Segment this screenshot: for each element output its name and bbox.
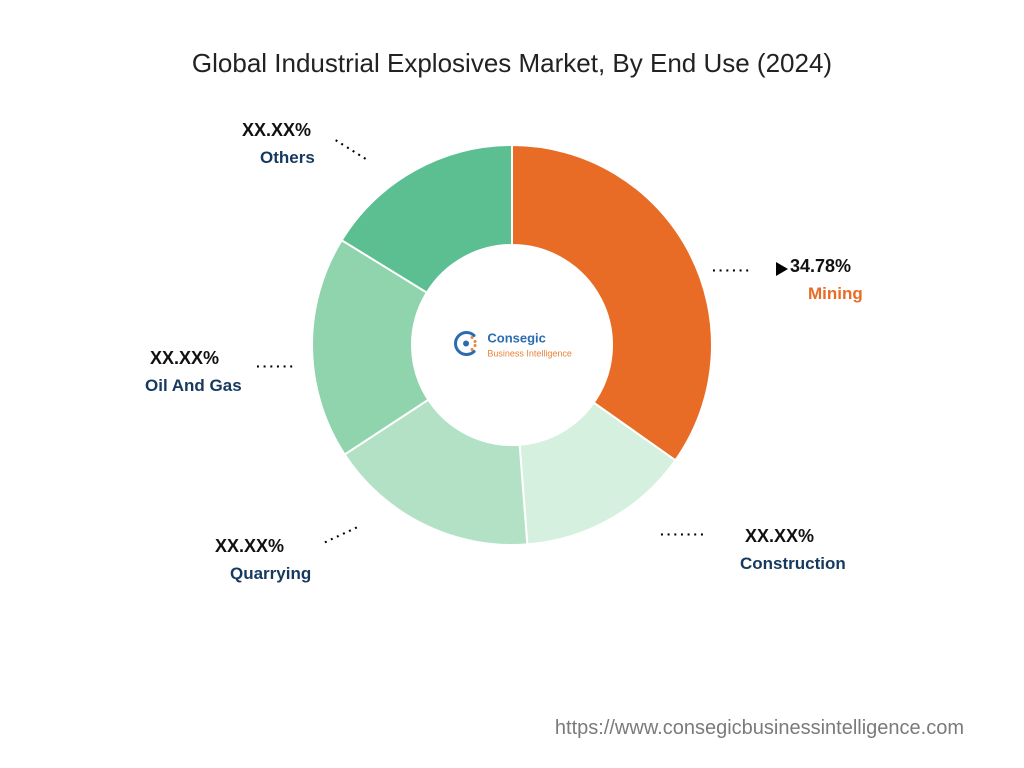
series-name: Quarrying (230, 564, 311, 584)
label-mining: 34.78% (790, 256, 851, 277)
leader-line: ······ (256, 358, 296, 374)
series-name: Construction (740, 554, 846, 574)
series-name: Others (260, 148, 315, 168)
donut-chart: Consegic Business Intelligence (312, 145, 712, 545)
arrow-icon (776, 262, 788, 276)
pct-text: XX.XX% (242, 120, 311, 141)
leader-line: ······ (712, 262, 752, 278)
pct-text: XX.XX% (215, 536, 284, 557)
series-name: Oil And Gas (145, 376, 242, 396)
series-name: Mining (808, 284, 863, 304)
pct-text: XX.XX% (745, 526, 814, 547)
logo-icon (452, 330, 480, 361)
slice-mining (512, 145, 712, 460)
logo-brand-bottom: Business Intelligence (487, 349, 572, 359)
logo-brand-top: Consegic (487, 331, 546, 346)
label-oil-and-gas: XX.XX% (150, 348, 219, 369)
label-others: XX.XX% (242, 120, 311, 141)
footer-url: https://www.consegicbusinessintelligence… (555, 717, 964, 740)
pct-text: XX.XX% (150, 348, 219, 369)
center-logo: Consegic Business Intelligence (452, 330, 572, 361)
label-construction: XX.XX% (745, 526, 814, 547)
chart-title: Global Industrial Explosives Market, By … (192, 48, 832, 79)
label-quarrying: XX.XX% (215, 536, 284, 557)
pct-text: 34.78% (790, 256, 851, 277)
leader-line: ······· (660, 526, 707, 542)
